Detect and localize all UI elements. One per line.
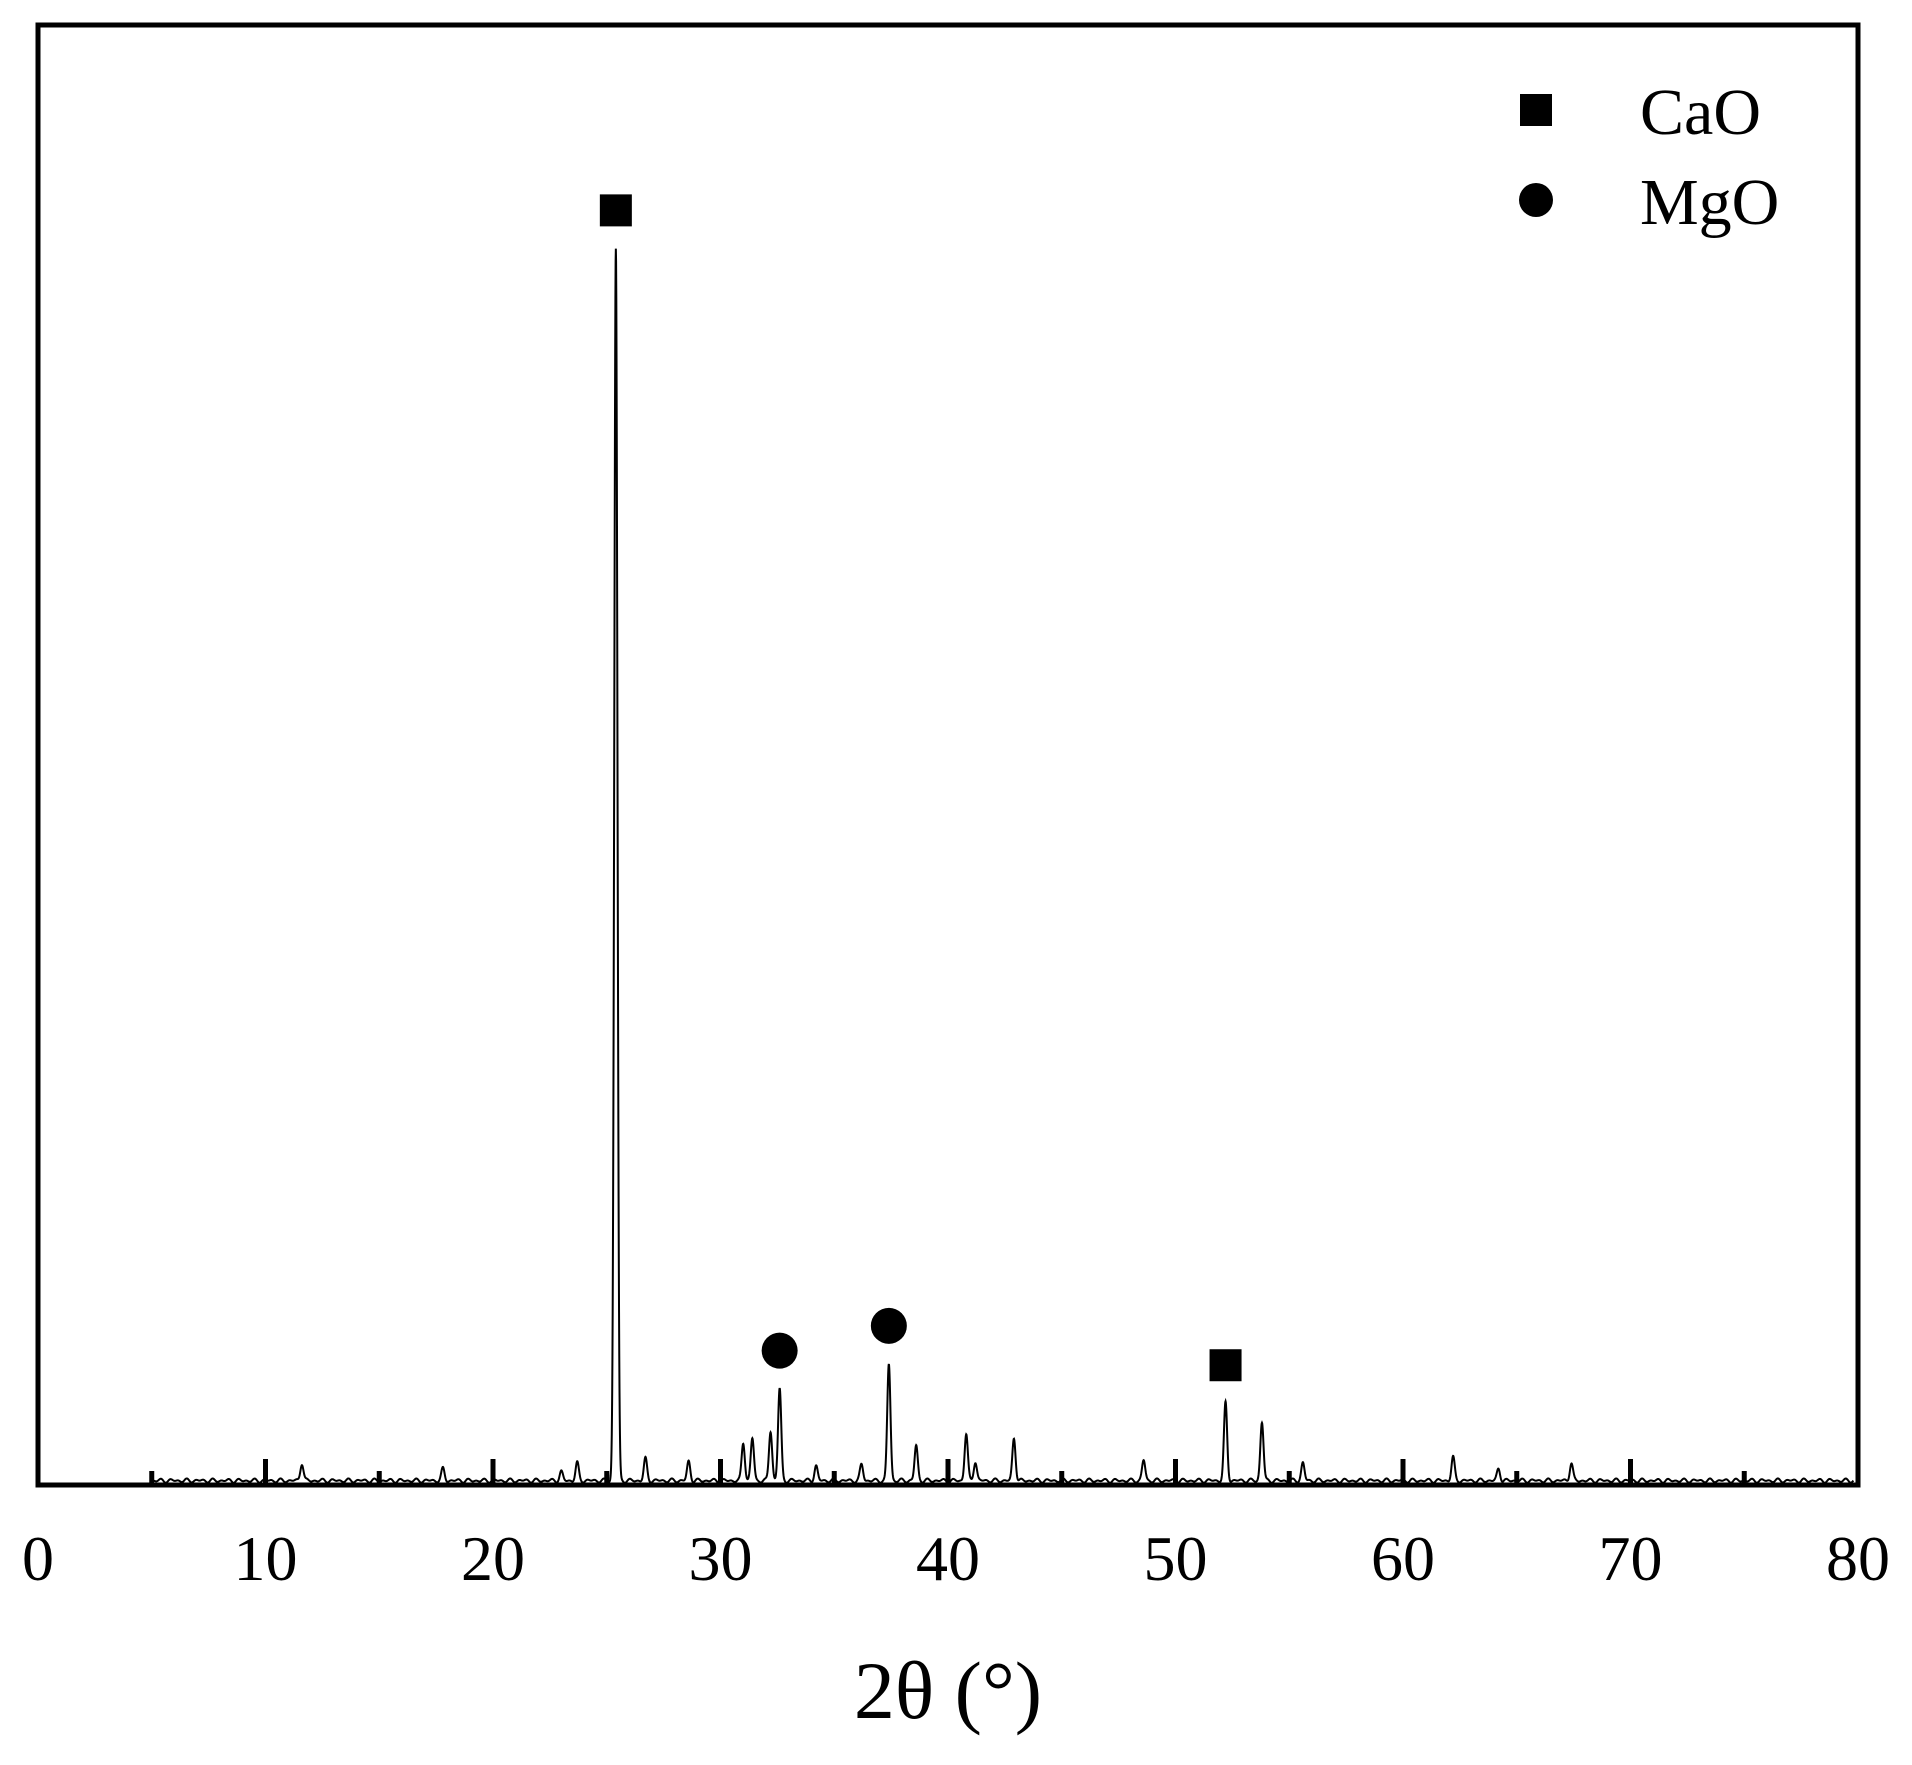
x-tick-label: 10: [234, 1523, 298, 1594]
x-tick-label: 30: [689, 1523, 753, 1594]
x-tick-label: 0: [22, 1523, 54, 1594]
legend-label: CaO: [1640, 76, 1761, 149]
cao-peak-marker: [1209, 1349, 1242, 1382]
x-tick-label: 40: [916, 1523, 980, 1594]
x-tick-label: 60: [1371, 1523, 1435, 1594]
mgo-peak-marker: [870, 1307, 907, 1344]
legend-circle-icon: [1519, 183, 1553, 217]
x-tick-label: 70: [1599, 1523, 1663, 1594]
plot-frame: [35, 22, 1861, 1488]
cao-peak-marker: [599, 194, 632, 227]
peak-markers: [599, 194, 1242, 1382]
x-tick-label: 50: [1144, 1523, 1208, 1594]
x-tick-label: 80: [1826, 1523, 1890, 1594]
xrd-pattern-line: [151, 248, 1855, 1484]
x-tick-label: 20: [461, 1523, 525, 1594]
x-axis-label: 2θ (°): [854, 1645, 1042, 1736]
x-tick-labels: 0 10 20 30 40 50 60 70 80: [22, 1523, 1890, 1594]
legend-label: MgO: [1640, 166, 1779, 239]
mgo-peak-marker: [761, 1332, 798, 1369]
legend-square-icon: [1520, 94, 1552, 126]
legend: CaO MgO: [1519, 76, 1779, 239]
